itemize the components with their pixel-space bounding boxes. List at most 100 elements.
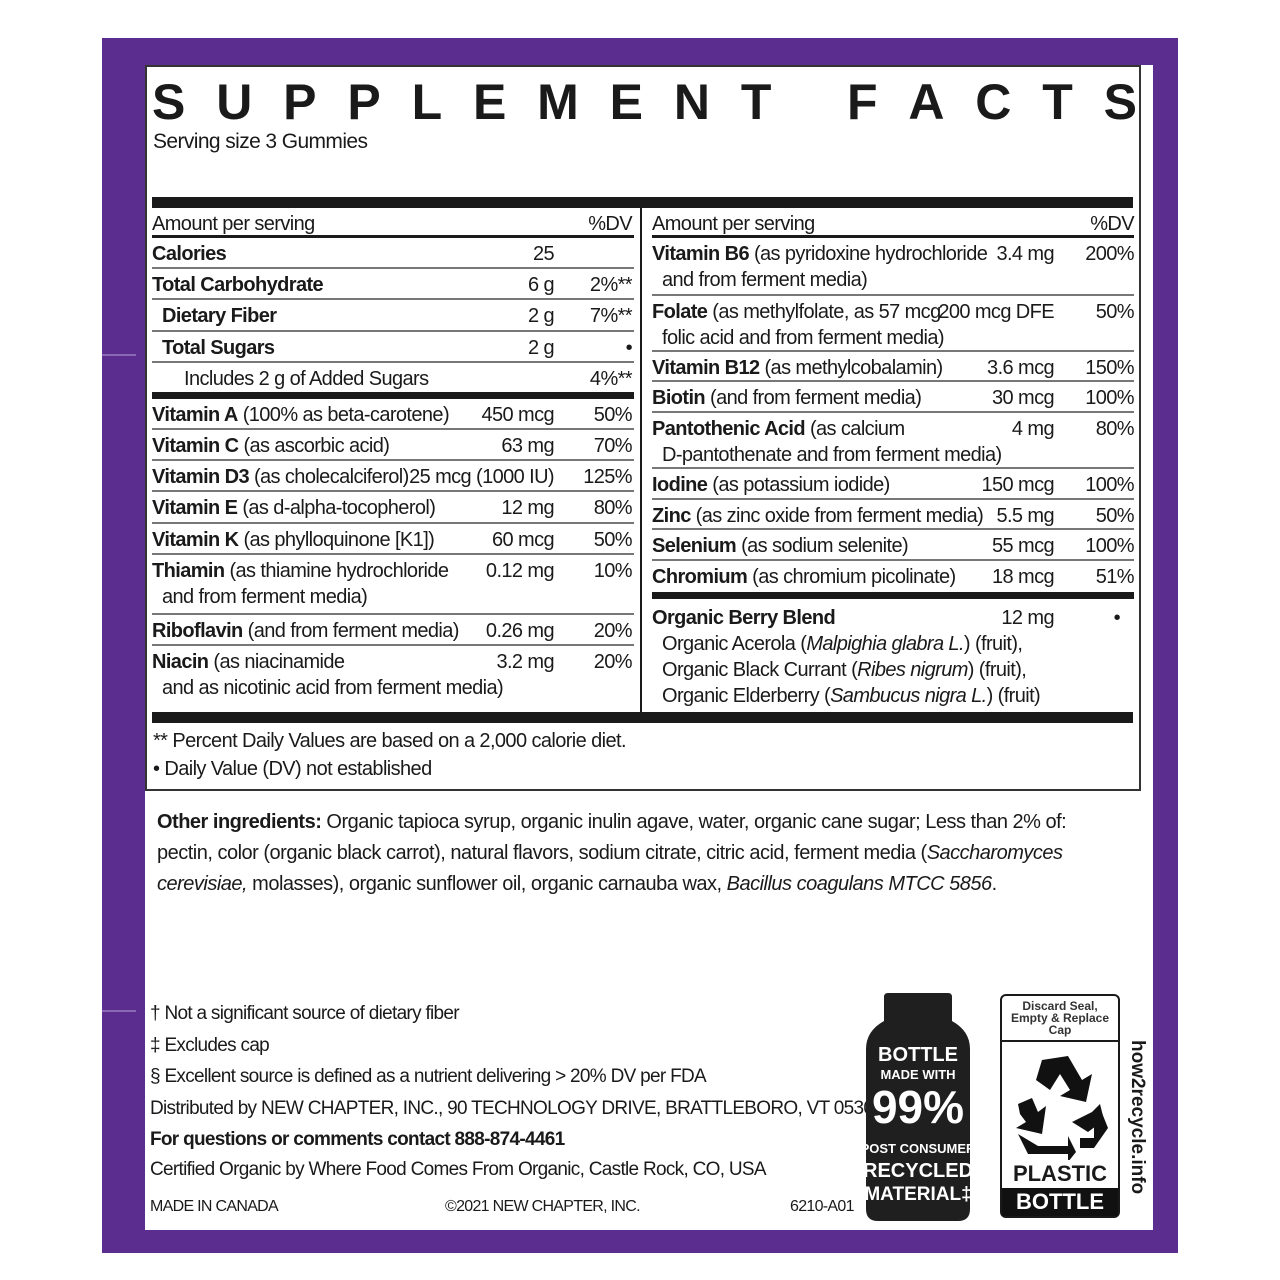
- ingredient-latin: Sambucus nigra L.: [830, 685, 987, 707]
- nutrient-label: Chromium: [652, 566, 748, 588]
- nutrient-source-cont: and from ferment media): [162, 586, 368, 608]
- table-row: Folate (as methylfolate, as 57 mcg folic …: [652, 296, 1135, 352]
- table-row: Total Sugars 2 g •: [152, 332, 634, 363]
- amount: 6 g: [527, 274, 555, 296]
- table-row: Pantothenic Acid (as calcium D-pantothena…: [652, 413, 1135, 469]
- table-row: Calories 25: [152, 238, 634, 269]
- dv-header: %DV: [1090, 213, 1134, 235]
- nutrient-name: Vitamin C (as ascorbic acid): [152, 435, 390, 457]
- amount: 3.6 mcg: [987, 357, 1055, 379]
- certification: Certified Organic by Where Food Comes Fr…: [150, 1159, 767, 1180]
- nutrient-source: (as zinc oxide from ferment media): [690, 505, 984, 527]
- recycled-bottle-badge: BOTTLE MADE WITH 99% POST CONSUMER RECYC…: [861, 993, 976, 1221]
- amount: 200 mcg DFE: [938, 301, 1054, 323]
- table-row: Biotin (and from ferment media) 30 mcg 100…: [652, 382, 1135, 413]
- nutrient-source: (as phylloquinone [K1]): [238, 529, 435, 551]
- nutrient-name: Selenium (as sodium selenite): [652, 535, 909, 557]
- table-row: Iodine (as potassium iodide) 150 mcg 100%: [652, 469, 1135, 500]
- amount: 60 mcg: [492, 529, 555, 551]
- nutrient-source: (and from ferment media): [242, 620, 460, 642]
- daily-value: 51%: [1095, 566, 1135, 588]
- badge-text: BOTTLE: [878, 1044, 958, 1066]
- nutrient-name: Vitamin B12 (as methylcobalamin): [652, 357, 943, 379]
- nutrient-name: Iodine (as potassium iodide): [652, 474, 890, 496]
- daily-value: 20%: [593, 651, 633, 673]
- title-letter: T: [1042, 74, 1073, 130]
- table-row: Niacin (as niacinamide and as nicotinic a…: [152, 646, 634, 703]
- daily-value: 100%: [1085, 387, 1134, 409]
- nutrient-source: (as thiamine hydrochloride: [224, 560, 449, 582]
- thick-divider: [152, 712, 1133, 723]
- title-letter: T: [740, 74, 772, 130]
- amount: 5.5 mg: [996, 505, 1054, 527]
- footnote-dv: ** Percent Daily Values are based on a 2…: [153, 730, 627, 752]
- amount: 18 mcg: [992, 566, 1055, 588]
- amount: 12 mg: [501, 497, 554, 519]
- title-letter: F: [846, 74, 878, 130]
- table-row: Vitamin D3 (as cholecalciferol) 25 mcg (1…: [152, 461, 634, 492]
- nutrient-name: Dietary Fiber: [152, 305, 277, 327]
- title-letter: P: [347, 74, 381, 130]
- amount: 4 mg: [1011, 418, 1055, 440]
- badge-text: MADE WITH: [880, 1067, 955, 1082]
- nutrient-source: (100% as beta-carotene): [237, 404, 450, 426]
- nutrient-name: Folate (as methylfolate, as 57 mcg: [652, 301, 941, 323]
- contact: For questions or comments contact 888-87…: [150, 1129, 565, 1150]
- nutrient-name: Vitamin B6 (as pyridoxine hydrochloride: [652, 243, 988, 265]
- supplement-facts-box: [145, 65, 1141, 791]
- amount-header: Amount per serving: [652, 213, 815, 235]
- ingredient-part: ) (fruit),: [967, 659, 1027, 681]
- daily-value: 2%**: [589, 274, 633, 296]
- nutrient-source: (as methylcobalamin): [759, 357, 943, 379]
- site-text: how2recycle.info: [1127, 1040, 1148, 1195]
- title-letter: M: [537, 74, 579, 130]
- amount: 0.12 mg: [485, 560, 555, 582]
- nutrient-label: Riboflavin: [152, 620, 243, 642]
- table-row: Vitamin B6 (as pyridoxine hydrochloride a…: [652, 238, 1135, 296]
- title-letter: E: [472, 74, 507, 130]
- nutrient-name: Zinc (as zinc oxide from ferment media): [652, 505, 984, 527]
- daily-value: 50%: [1095, 505, 1135, 527]
- product-code: 6210-A01: [790, 1198, 854, 1215]
- daily-value: 4%**: [589, 368, 633, 390]
- table-row: Chromium (as chromium picolinate) 18 mcg 5…: [652, 561, 1135, 599]
- table-header: Amount per serving %DV: [652, 208, 1135, 238]
- nutrient-source: (as niacinamide: [208, 651, 345, 673]
- daily-value: 20%: [593, 620, 633, 642]
- table-row: Total Carbohydrate 6 g 2%**: [152, 269, 634, 300]
- nutrient-source: Includes 2 g of Added Sugars: [184, 368, 429, 390]
- nutrient-label: Zinc: [652, 505, 691, 527]
- daily-value: 50%: [593, 404, 633, 426]
- daily-value: 50%: [593, 529, 633, 551]
- nutrient-source: (as pyridoxine hydrochloride: [749, 243, 988, 265]
- nutrient-label: Thiamin: [152, 560, 225, 582]
- nutrient-label: Vitamin C: [152, 435, 239, 457]
- distributor: Distributed by NEW CHAPTER, INC., 90 TEC…: [150, 1098, 925, 1119]
- footnote-excellent: § Excellent source is defined as a nutri…: [150, 1066, 707, 1087]
- ingredient-name: Organic Acerola (: [662, 633, 807, 655]
- nutrient-label: Total Carbohydrate: [152, 274, 324, 296]
- amount: 3.2 mg: [496, 651, 554, 673]
- nutrient-name: Riboflavin (and from ferment media): [152, 620, 459, 642]
- nutrient-label: Pantothenic Acid: [652, 418, 806, 440]
- nutrient-source-cont: and from ferment media): [662, 269, 868, 291]
- daily-value: 80%: [1095, 418, 1135, 440]
- table-row: Vitamin A (100% as beta-carotene) 450 mcg…: [152, 399, 634, 430]
- daily-value: 100%: [1085, 535, 1134, 557]
- berry-ingredient: Organic Black Currant (Ribes nigrum) (fr…: [652, 657, 1134, 683]
- made-in: MADE IN CANADA: [150, 1198, 279, 1215]
- nutrient-label: Vitamin D3: [152, 466, 250, 488]
- title-letter: S: [152, 74, 186, 130]
- dv-header: %DV: [588, 213, 632, 235]
- column-divider: [640, 208, 642, 713]
- plastic-label: PLASTIC: [1012, 1161, 1108, 1186]
- nutrient-name: Includes 2 g of Added Sugars: [152, 368, 429, 390]
- title-letter: N: [673, 74, 710, 130]
- footnote-fiber: † Not a significant source of dietary fi…: [150, 1003, 460, 1024]
- nutrient-name: Organic Berry Blend: [652, 607, 836, 629]
- amount: 450 mcg: [481, 404, 554, 426]
- nutrient-label: Vitamin E: [152, 497, 238, 519]
- nutrient-label: Vitamin B12: [652, 357, 760, 379]
- nutrient-label: Iodine: [652, 474, 708, 496]
